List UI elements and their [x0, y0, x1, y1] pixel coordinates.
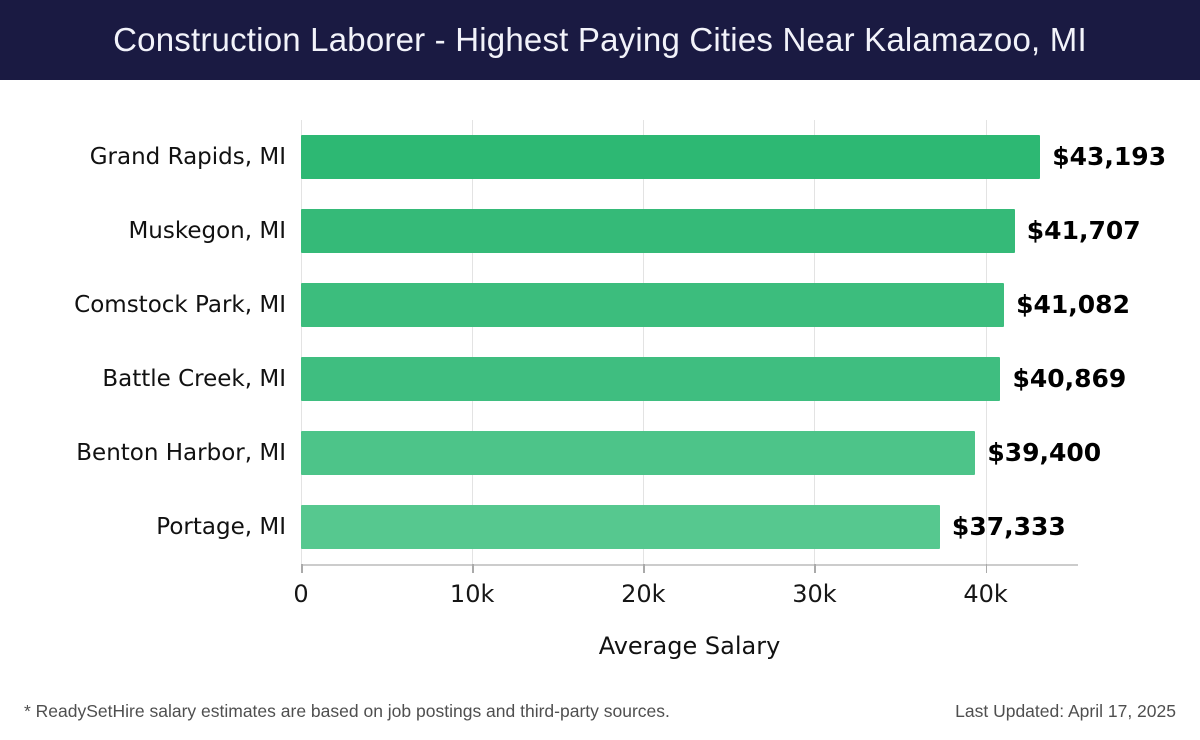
gridline: [472, 120, 474, 564]
gridline: [643, 120, 645, 564]
category-label: Muskegon, MI: [128, 218, 286, 244]
value-label: $43,193: [1052, 142, 1167, 171]
category-label: Portage, MI: [156, 514, 286, 540]
category-label: Comstock Park, MI: [74, 292, 286, 318]
plot-area: [301, 120, 1078, 564]
x-axis-title: Average Salary: [598, 632, 781, 660]
value-label: $37,333: [951, 512, 1066, 541]
chart-title: Construction Laborer - Highest Paying Ci…: [113, 21, 1087, 58]
x-tick-label: 20k: [621, 580, 666, 608]
x-tick-mark: [643, 564, 645, 573]
bar-benton-harbor-mi: [301, 431, 976, 475]
x-tick-label: 40k: [963, 580, 1008, 608]
x-tick-mark: [985, 564, 988, 573]
value-label: $39,400: [987, 438, 1102, 467]
last-updated: Last Updated: April 17, 2025: [955, 701, 1176, 721]
header: Construction Laborer - Highest Paying Ci…: [0, 0, 1200, 80]
category-label: Grand Rapids, MI: [89, 144, 286, 170]
gridline: [301, 120, 302, 564]
bar-portage-mi: [301, 505, 940, 549]
value-label: $40,869: [1012, 364, 1127, 393]
x-tick-mark: [301, 564, 303, 573]
x-tick-label: 0: [293, 580, 309, 608]
category-label: Battle Creek, MI: [102, 366, 286, 392]
value-label: $41,082: [1016, 290, 1130, 319]
bar-grand-rapids-mi: [301, 135, 1041, 179]
x-tick-label: 10k: [449, 580, 495, 608]
bar-battle-creek-mi: [301, 357, 1001, 401]
bar-comstock-park-mi: [301, 283, 1005, 327]
x-tick-label: 30k: [792, 580, 837, 608]
source-footnote: * ReadySetHire salary estimates are base…: [24, 701, 670, 721]
x-axis-line: [301, 564, 1078, 566]
value-label: $41,707: [1026, 216, 1141, 245]
bar-muskegon-mi: [301, 209, 1015, 253]
x-tick-mark: [472, 564, 474, 573]
footer: * ReadySetHire salary estimates are base…: [24, 701, 1176, 722]
x-tick-mark: [814, 564, 816, 573]
category-label: Benton Harbor, MI: [76, 440, 286, 466]
gridline: [814, 120, 816, 564]
gridline: [985, 120, 987, 564]
